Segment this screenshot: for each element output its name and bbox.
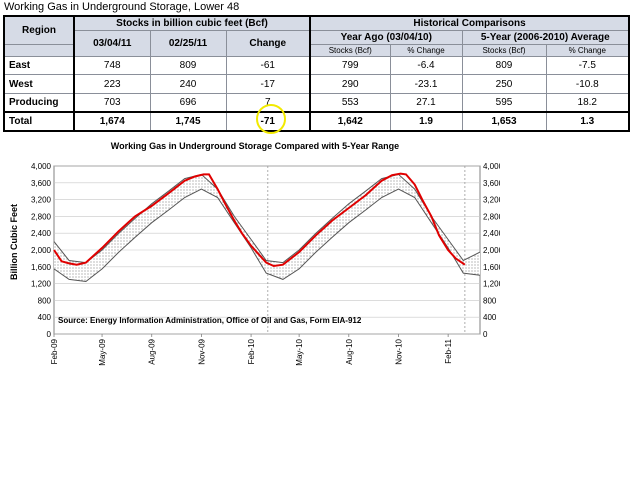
y-tick-label-right: 1,600 (483, 263, 500, 272)
x-tick-label: Nov-10 (394, 338, 403, 364)
five-year-pct-value: -7.5 (545, 55, 630, 76)
five-year-stocks-value: 1,653 (461, 111, 547, 132)
historical-group-header: Historical Comparisons (309, 15, 630, 31)
x-tick-label: May-09 (98, 338, 107, 365)
date1-value: 1,674 (73, 111, 151, 132)
table-row: East 748 809 -61 799 -6.4 809 -7.5 (3, 55, 630, 76)
year-ago-stocks-value: 799 (309, 55, 391, 76)
year-ago-pct-value: 27.1 (389, 93, 463, 113)
y-tick-label-right: 2,400 (483, 229, 500, 238)
x-tick-label: Aug-09 (148, 338, 157, 364)
y-tick-label-left: 3,600 (31, 179, 52, 188)
five-year-stocks-value: 809 (461, 55, 547, 76)
y-tick-label-left: 2,400 (31, 229, 52, 238)
y-tick-label-left: 1,200 (31, 280, 52, 289)
year-ago-stocks-header: Stocks (Bcf) (309, 43, 391, 57)
y-tick-label-left: 400 (38, 313, 52, 322)
range-min-line (53, 188, 481, 283)
x-tick-label: Nov-09 (197, 338, 206, 364)
y-tick-label-right: 2,800 (483, 212, 500, 221)
year-ago-stocks-value: 1,642 (309, 111, 391, 132)
region-cell: Producing (3, 93, 75, 113)
region-cell: East (3, 55, 75, 76)
y-tick-label-right: 4,000 (483, 162, 500, 171)
stocks-line (53, 172, 466, 268)
date2-header: 02/25/11 (149, 29, 227, 57)
region-cell: Total (3, 111, 75, 132)
y-tick-label-right: 400 (483, 313, 497, 322)
page-title: Working Gas in Underground Storage, Lowe… (4, 1, 240, 13)
x-tick-label: Feb-09 (50, 338, 59, 364)
date2-value: 240 (149, 74, 227, 94)
y-tick-label-right: 800 (483, 296, 497, 305)
table-row: West 223 240 -17 290 -23.1 250 -10.8 (3, 74, 630, 94)
y-tick-label-left: 3,200 (31, 196, 52, 205)
x-tick-label: Feb-10 (247, 338, 256, 364)
change-value: -17 (225, 74, 311, 94)
five-year-pct-value: 18.2 (545, 93, 630, 113)
y-axis-label: Billion Cubic Feet (9, 204, 19, 280)
change-value: -71 (225, 111, 311, 132)
storage-table: Region Stocks in billion cubic feet (Bcf… (3, 15, 631, 132)
five-year-header: 5-Year (2006-2010) Average (461, 29, 630, 45)
date1-value: 223 (73, 74, 151, 94)
storage-chart: Working Gas in Underground Storage Compa… (9, 141, 500, 366)
change-value: 7 (225, 93, 311, 113)
five-year-pct-header: % Change (545, 43, 630, 57)
five-year-stocks-value: 595 (461, 93, 547, 113)
five-year-pct-value: -10.8 (545, 74, 630, 94)
date1-value: 748 (73, 55, 151, 76)
x-tick-label: May-10 (295, 338, 304, 365)
date2-value: 696 (149, 93, 227, 113)
year-ago-pct-value: 1.9 (389, 111, 463, 132)
y-tick-label-left: 2,000 (31, 246, 52, 255)
year-ago-header: Year Ago (03/04/10) (309, 29, 463, 45)
date1-header: 03/04/11 (73, 29, 151, 57)
year-ago-pct-value: -6.4 (389, 55, 463, 76)
y-tick-label-left: 0 (47, 330, 52, 339)
five-year-stocks-header: Stocks (Bcf) (461, 43, 547, 57)
chart-title: Working Gas in Underground Storage Compa… (111, 141, 399, 151)
region-header: Region (3, 15, 75, 45)
table-row: Producing 703 696 7 553 27.1 595 18.2 (3, 93, 630, 113)
five-year-range-band (54, 174, 480, 282)
year-ago-stocks-value: 553 (309, 93, 391, 113)
y-tick-label-right: 2,000 (483, 246, 500, 255)
region-cell: West (3, 74, 75, 94)
x-tick-label: Feb-11 (444, 338, 453, 363)
y-tick-label-left: 4,000 (31, 162, 52, 171)
year-ago-pct-value: -23.1 (389, 74, 463, 94)
y-tick-label-left: 1,600 (31, 263, 52, 272)
year-ago-pct-header: % Change (389, 43, 463, 57)
source-note: Source: Energy Information Administratio… (58, 316, 362, 325)
year-ago-stocks-value: 290 (309, 74, 391, 94)
y-tick-label-right: 0 (483, 330, 488, 339)
range-max-line (53, 173, 481, 264)
date2-value: 809 (149, 55, 227, 76)
stocks-group-header: Stocks in billion cubic feet (Bcf) (72, 15, 311, 31)
five-year-stocks-value: 250 (461, 74, 547, 94)
y-tick-label-left: 800 (38, 296, 52, 305)
y-tick-label-right: 3,600 (483, 179, 500, 188)
change-value: -61 (225, 55, 311, 76)
date1-value: 703 (73, 93, 151, 113)
table-row: Total 1,674 1,745 -71 1,642 1.9 1,653 1.3 (3, 111, 630, 132)
date2-value: 1,745 (149, 111, 227, 132)
five-year-pct-value: 1.3 (545, 111, 630, 132)
change-header: Change (225, 29, 311, 57)
x-tick-label: Aug-10 (345, 338, 354, 364)
y-tick-label-left: 2,800 (31, 212, 52, 221)
y-tick-label-right: 3,200 (483, 196, 500, 205)
y-tick-label-right: 1,200 (483, 280, 500, 289)
